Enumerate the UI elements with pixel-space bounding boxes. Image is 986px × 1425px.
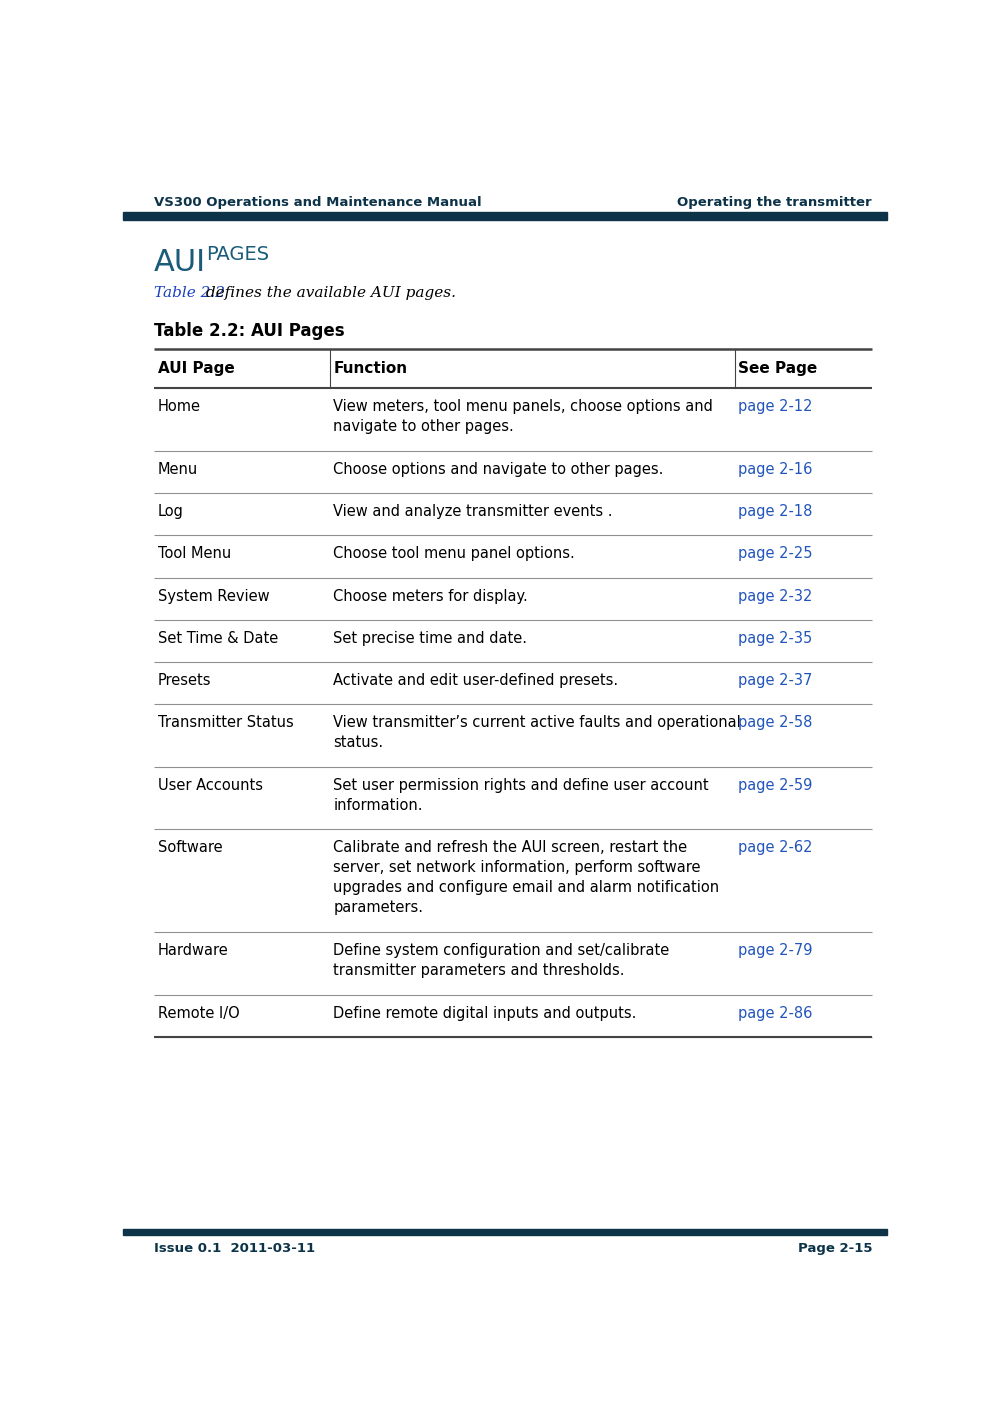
Text: Operating the transmitter: Operating the transmitter <box>677 197 872 209</box>
Text: Activate and edit user-defined presets.: Activate and edit user-defined presets. <box>333 673 618 688</box>
Text: Tool Menu: Tool Menu <box>158 546 231 561</box>
Text: defines the available AUI pages.: defines the available AUI pages. <box>201 286 457 301</box>
Text: page 2-58: page 2-58 <box>739 715 812 730</box>
Text: Presets: Presets <box>158 673 211 688</box>
Text: View transmitter’s current active faults and operational
status.: View transmitter’s current active faults… <box>333 715 741 750</box>
Text: Function: Function <box>333 361 407 376</box>
Text: AUI: AUI <box>154 248 206 276</box>
Text: Issue 0.1  2011-03-11: Issue 0.1 2011-03-11 <box>154 1243 315 1255</box>
Bar <box>123 212 887 219</box>
Text: VS300 Operations and Maintenance Manual: VS300 Operations and Maintenance Manual <box>154 197 481 209</box>
Text: Log: Log <box>158 504 183 519</box>
Text: Transmitter Status: Transmitter Status <box>158 715 294 730</box>
Text: User Accounts: User Accounts <box>158 778 262 792</box>
Text: Choose options and navigate to other pages.: Choose options and navigate to other pag… <box>333 462 664 477</box>
Text: Software: Software <box>158 841 222 855</box>
Text: Set precise time and date.: Set precise time and date. <box>333 631 528 646</box>
Text: AUI Page: AUI Page <box>158 361 235 376</box>
Text: page 2-18: page 2-18 <box>739 504 812 519</box>
Text: Choose tool menu panel options.: Choose tool menu panel options. <box>333 546 575 561</box>
Text: Choose meters for display.: Choose meters for display. <box>333 589 528 604</box>
Text: page 2-37: page 2-37 <box>739 673 812 688</box>
Text: Set user permission rights and define user account
information.: Set user permission rights and define us… <box>333 778 709 812</box>
Text: page 2-25: page 2-25 <box>739 546 812 561</box>
Text: Hardware: Hardware <box>158 943 229 959</box>
Text: page 2-86: page 2-86 <box>739 1006 812 1020</box>
Text: System Review: System Review <box>158 589 269 604</box>
Text: See Page: See Page <box>739 361 817 376</box>
Text: page 2-16: page 2-16 <box>739 462 812 477</box>
Text: Calibrate and refresh the AUI screen, restart the
server, set network informatio: Calibrate and refresh the AUI screen, re… <box>333 841 720 915</box>
Text: page 2-32: page 2-32 <box>739 589 812 604</box>
Text: page 2-62: page 2-62 <box>739 841 812 855</box>
Text: PAGES: PAGES <box>206 245 269 264</box>
Text: View meters, tool menu panels, choose options and
navigate to other pages.: View meters, tool menu panels, choose op… <box>333 399 713 435</box>
Text: Menu: Menu <box>158 462 198 477</box>
Bar <box>123 1228 887 1235</box>
Text: Remote I/O: Remote I/O <box>158 1006 240 1020</box>
Text: page 2-79: page 2-79 <box>739 943 812 959</box>
Text: Home: Home <box>158 399 200 415</box>
Text: page 2-59: page 2-59 <box>739 778 812 792</box>
Text: Define remote digital inputs and outputs.: Define remote digital inputs and outputs… <box>333 1006 637 1020</box>
Text: page 2-35: page 2-35 <box>739 631 812 646</box>
Text: Set Time & Date: Set Time & Date <box>158 631 278 646</box>
Text: Define system configuration and set/calibrate
transmitter parameters and thresho: Define system configuration and set/cali… <box>333 943 669 979</box>
Text: Table 2.2: AUI Pages: Table 2.2: AUI Pages <box>154 322 344 341</box>
Text: page 2-12: page 2-12 <box>739 399 812 415</box>
Text: View and analyze transmitter events .: View and analyze transmitter events . <box>333 504 613 519</box>
Text: Page 2-15: Page 2-15 <box>798 1243 872 1255</box>
Text: Table 2.2: Table 2.2 <box>154 286 225 301</box>
